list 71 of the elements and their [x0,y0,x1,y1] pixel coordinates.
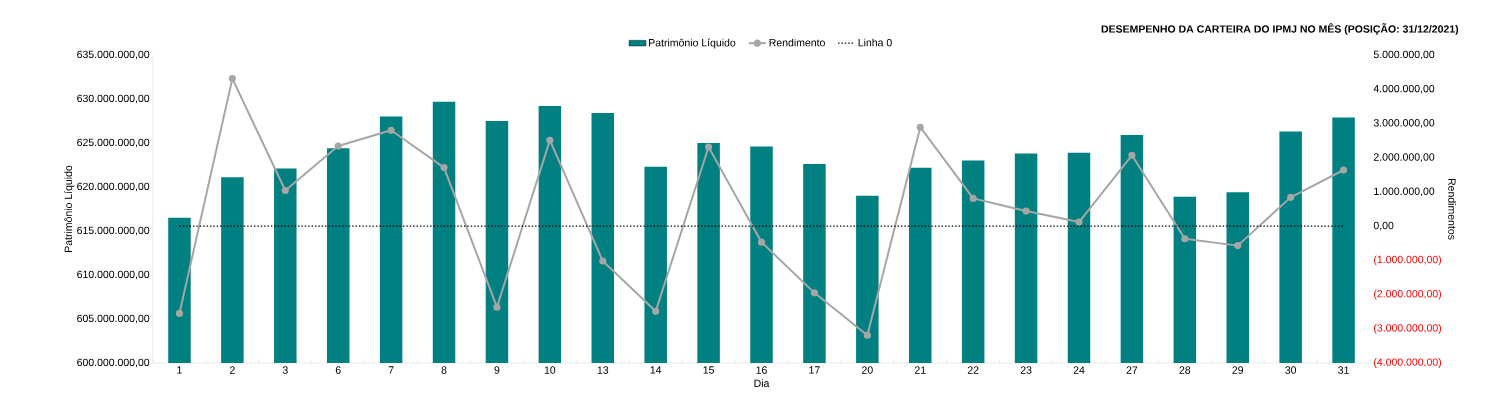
y2-tick-label: 4.000.000,00 [1373,84,1435,94]
x-tick-label: 27 [1126,366,1138,374]
x-tick-label: 9 [494,366,500,374]
x-tick-label: 16 [756,366,767,374]
y-tick-label: 600.000.000,00 [77,358,150,368]
y2-tick-label: 5.000.000,00 [1373,50,1435,60]
point [916,123,924,131]
x-tick-label: 21 [914,366,926,374]
y2-tick-label: (2.000.000,00) [1374,289,1442,300]
point [652,307,660,315]
y-tick-label: 625.000.000,00 [77,138,150,148]
x-axis-title: Dia [754,379,770,388]
point [493,303,501,311]
x-tick-label: 14 [650,366,662,374]
x-tick-label: 2 [229,366,235,374]
point [810,289,819,297]
point [1234,242,1242,250]
point [757,238,766,246]
point [334,142,342,150]
point [175,309,184,317]
x-tick-label: 28 [1179,366,1191,374]
x-tick-label: 13 [597,366,609,374]
legend-label: Linha 0 [858,38,892,47]
chart-title: DESEMPENHO DA CARTEIRA DO IPMJ NO MÊS (POSIÇÃO: 31/12/2021) [1101,23,1459,35]
y-tick-label: 635.000.000,00 [77,50,150,60]
y2-tick-label: (1.000.000,00) [1374,255,1442,266]
point [281,186,289,195]
x-tick-label: 31 [1338,366,1349,374]
legend-label: Rendimento [769,38,825,47]
y2-tick-label: 1.000.000,00 [1374,187,1435,197]
point [1339,166,1348,174]
point [599,257,607,265]
x-tick-label: 10 [544,366,556,374]
x-tick-label: 1 [177,366,182,374]
point [863,331,871,339]
x-tick-label: 30 [1285,366,1297,374]
point [705,143,713,151]
y2-tick-label: 2.000.000,00 [1373,153,1435,163]
point [1022,207,1030,215]
legend-label: Patrimônio Líquido [649,38,736,49]
x-tick-label: 17 [809,366,820,374]
x-tick-label: 23 [1020,366,1032,374]
x-tick-label: 22 [967,366,979,374]
y-tick-label: 615.000.000,00 [77,226,150,236]
y-tick-label: 610.000.000,00 [77,270,150,280]
point [387,126,395,134]
point [969,194,977,202]
point [1287,193,1295,201]
point [1181,235,1189,243]
y-tick-label: 620.000.000,00 [77,182,150,192]
x-tick-label: 7 [388,366,394,374]
x-tick-label: 8 [441,366,447,374]
x-tick-label: 15 [703,366,715,374]
x-tick-label: 6 [335,366,341,374]
y-tick-label: 605.000.000,00 [77,314,150,324]
y-tick-label: 630.000.000,00 [77,94,150,104]
y-axis-title: Patrimônio Líquido [64,165,75,252]
y2-tick-label: 0,00 [1373,221,1394,231]
point [228,75,236,83]
point [1075,218,1083,226]
x-tick-label: 29 [1232,366,1244,374]
y2-tick-label: (4.000.000,00) [1374,358,1442,368]
y2-tick-label: 3.000.000,00 [1373,119,1435,128]
x-tick-label: 20 [862,366,873,374]
point [546,136,554,144]
point [440,164,448,172]
y2-tick-label: (3.000.000,00) [1374,323,1442,334]
x-tick-label: 3 [282,366,288,374]
x-tick-label: 24 [1073,366,1085,374]
y2-axis-title: Rendimentos [1448,178,1456,240]
point [1128,151,1136,159]
